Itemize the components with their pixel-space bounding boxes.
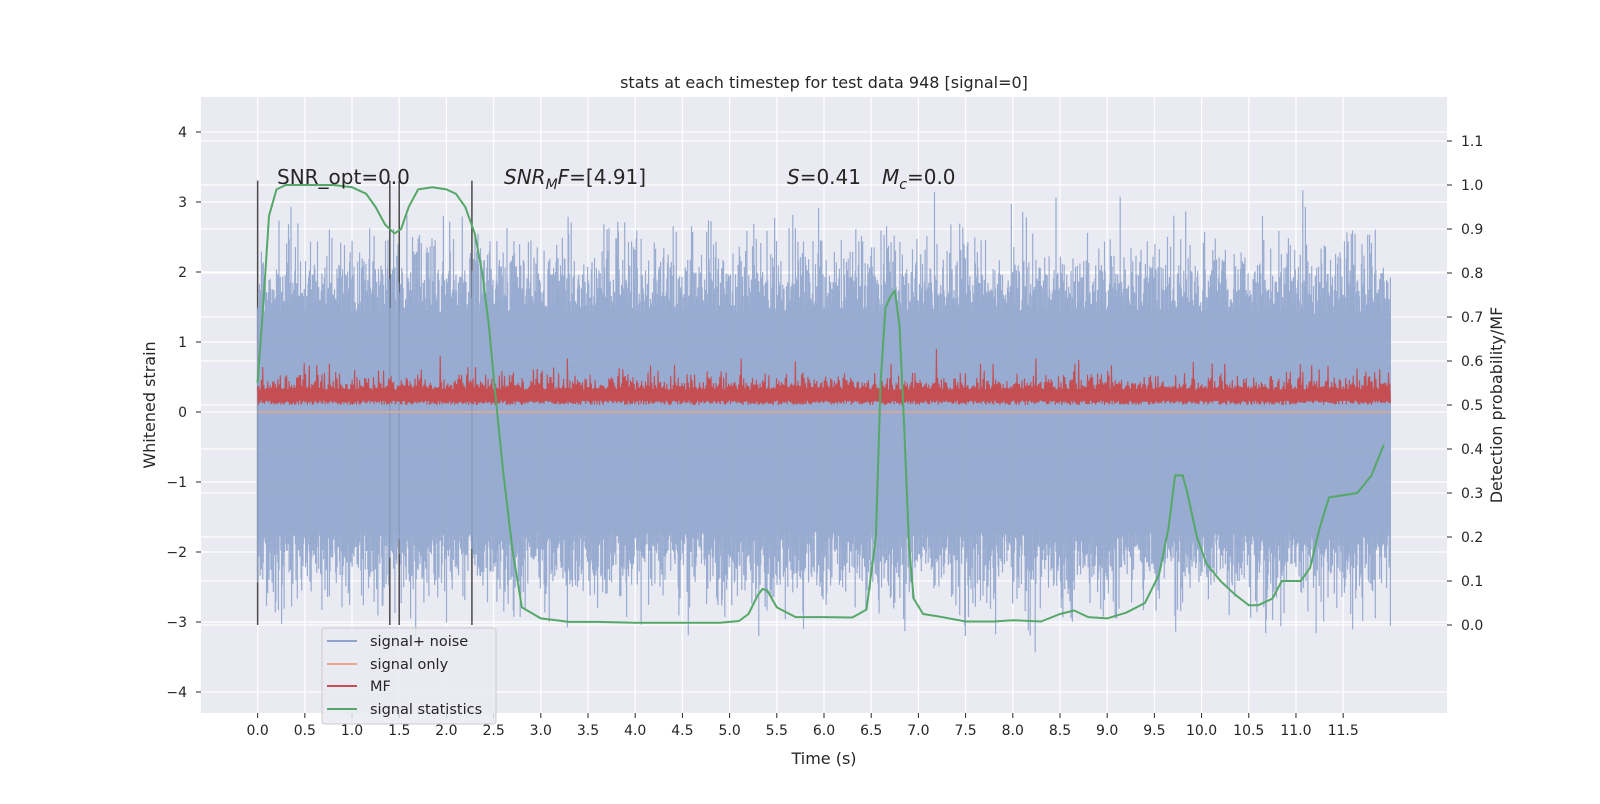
x-tick-label: 11.5 <box>1328 723 1359 739</box>
y2-tick-label: 0.1 <box>1461 574 1483 590</box>
y2-tick-label: 0.5 <box>1461 398 1483 414</box>
annotation-snr-mf: SNRMF=[4.91] <box>504 165 646 193</box>
y2-tick-label: 0.8 <box>1461 266 1483 282</box>
annotation-snr-mf-mid: F <box>558 165 570 189</box>
x-tick-label: 2.5 <box>482 723 504 739</box>
y-tick-label: 0 <box>178 405 187 421</box>
y2-tick-label: 1.0 <box>1461 178 1483 194</box>
y2-tick-label: 0.6 <box>1461 354 1483 370</box>
x-tick-label: 1.0 <box>341 723 363 739</box>
y-tick-label: −2 <box>166 545 187 561</box>
annotation-s-value: =0.41 <box>800 165 861 189</box>
x-tick-label: 4.5 <box>671 723 693 739</box>
x-tick-label: 6.0 <box>813 723 835 739</box>
legend-label-signal-statistics: signal statistics <box>370 702 482 718</box>
x-tick-label: 0.5 <box>294 723 316 739</box>
legend: signal+ noise signal only MF signal stat… <box>321 627 497 725</box>
signal-statistics-series <box>256 184 1385 624</box>
y-axis-label: Whitened strain <box>140 341 159 468</box>
annotation-snr-opt: SNR_opt=0.0 <box>277 165 410 189</box>
x-tick-label: 5.0 <box>718 723 740 739</box>
y-tick-label: −4 <box>166 685 187 701</box>
legend-box <box>321 627 497 725</box>
y-tick-label: 4 <box>178 125 187 141</box>
legend-label-signal-only: signal only <box>370 657 449 673</box>
y2-tick-label: 0.9 <box>1461 222 1483 238</box>
mf-series <box>257 348 1391 406</box>
y-tick-label: −3 <box>166 615 187 631</box>
x-tick-label: 8.5 <box>1049 723 1071 739</box>
y2-axis-label: Detection probability/MF <box>1487 307 1506 504</box>
annotation-mc-value: =0.0 <box>907 165 956 189</box>
signal-statistics-line <box>256 184 1385 624</box>
x-tick-label: 3.0 <box>530 723 552 739</box>
y2-tick-label: 1.1 <box>1461 134 1483 150</box>
x-tick-label: 4.0 <box>624 723 646 739</box>
x-tick-label: 9.0 <box>1096 723 1118 739</box>
annotation-s-label: S <box>787 165 800 189</box>
x-tick-label: 6.5 <box>860 723 882 739</box>
x-tick-label: 2.0 <box>435 723 457 739</box>
chart-title: stats at each timestep for test data 948… <box>620 73 1028 92</box>
x-tick-label: 5.5 <box>766 723 788 739</box>
x-tick-label: 7.0 <box>907 723 929 739</box>
annotations: SNR_opt=0.0 SNRMF=[4.91] S=0.41 Mc=0.0 <box>277 165 956 193</box>
x-tick-label: 1.5 <box>388 723 410 739</box>
legend-label-mf: MF <box>370 679 391 695</box>
y2-tick-label: 0.7 <box>1461 310 1483 326</box>
y-tick-label: 2 <box>178 265 187 281</box>
x-axis-label: Time (s) <box>790 749 856 768</box>
y2-tick-label: 0.4 <box>1461 442 1483 458</box>
x-tick-label: 10.5 <box>1233 723 1264 739</box>
legend-label-signal-noise: signal+ noise <box>370 634 468 650</box>
x-tick-label: 8.0 <box>1002 723 1024 739</box>
y-tick-label: 3 <box>178 195 187 211</box>
y2-tick-label: 0.0 <box>1461 618 1483 634</box>
y2-tick-label: 0.2 <box>1461 530 1483 546</box>
annotation-s: S=0.41 <box>787 165 861 189</box>
x-tick-label: 7.5 <box>954 723 976 739</box>
x-tick-label: 0.0 <box>247 723 269 739</box>
x-tick-label: 9.5 <box>1143 723 1165 739</box>
annotation-snr-mf-suffix: =[4.91] <box>569 165 646 189</box>
annotation-mc-label: M <box>882 165 899 189</box>
axis-ticks: 0.0 0.5 1.0 1.5 2.0 2.5 3.0 3.5 4.0 4.5 5.0 5.5 6.0 6… <box>166 125 1483 739</box>
x-tick-label: 3.5 <box>577 723 599 739</box>
annotation-mc: Mc=0.0 <box>882 165 956 193</box>
x-tick-label: 10.0 <box>1186 723 1217 739</box>
mf-line <box>257 348 1391 406</box>
annotation-snr-mf-prefix: SNR <box>504 165 546 189</box>
annotation-mc-sub: c <box>899 177 907 193</box>
y-tick-label: 1 <box>178 335 187 351</box>
annotation-snr-mf-sub: M <box>546 177 558 193</box>
y2-tick-label: 0.3 <box>1461 486 1483 502</box>
x-tick-label: 11.0 <box>1280 723 1311 739</box>
y-tick-label: −1 <box>166 475 187 491</box>
